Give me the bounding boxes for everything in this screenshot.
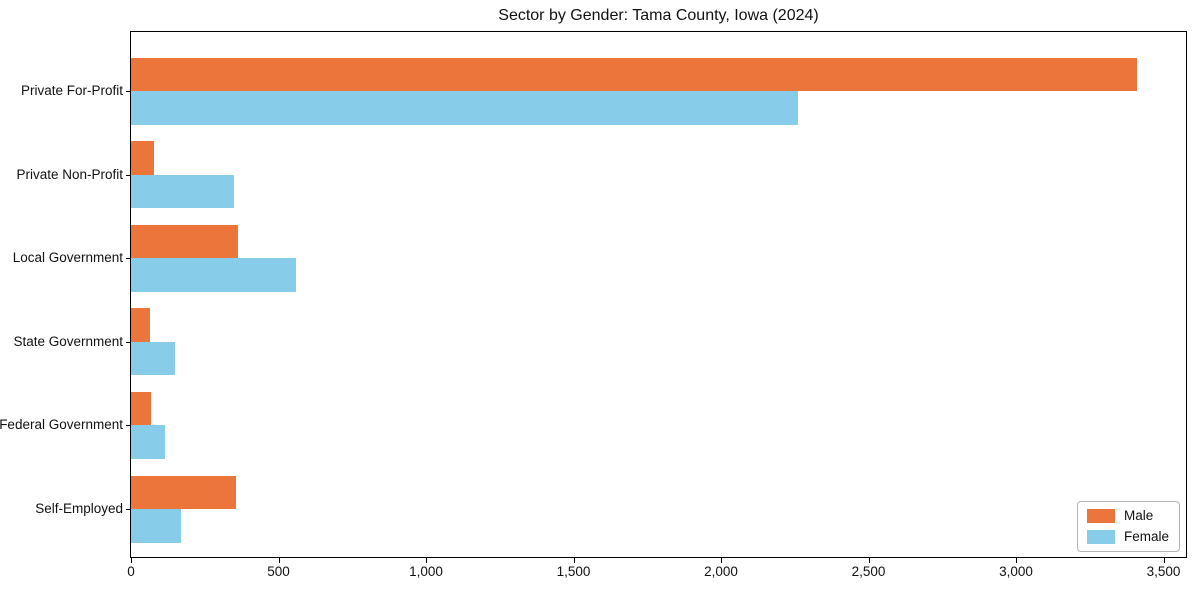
x-tick-label: 3,500 bbox=[1146, 564, 1181, 579]
y-tick bbox=[126, 174, 131, 176]
bar-female-1 bbox=[131, 91, 799, 125]
legend-item-female: Female bbox=[1086, 529, 1169, 545]
y-tick bbox=[126, 425, 131, 427]
legend-label: Male bbox=[1123, 508, 1154, 523]
bar-female-3 bbox=[131, 258, 296, 292]
y-tick bbox=[126, 341, 131, 343]
legend-label: Female bbox=[1123, 529, 1169, 544]
bar-male-2 bbox=[131, 141, 155, 175]
x-tick bbox=[131, 558, 132, 563]
bar-male-3 bbox=[131, 224, 238, 259]
x-tick-label: 1,500 bbox=[556, 564, 591, 579]
plot-area: Private For-Profit Private Non-Profit Loca… bbox=[0, 31, 1187, 579]
chart-title: Sector by Gender: Tama County, Iowa (202… bbox=[498, 7, 819, 24]
x-tick-label: 500 bbox=[267, 564, 290, 579]
bar-female-5 bbox=[131, 425, 166, 459]
x-tick bbox=[278, 558, 280, 563]
x-tick-label: 0 bbox=[127, 564, 135, 579]
x-tick bbox=[426, 558, 427, 563]
legend-swatch-male bbox=[1086, 509, 1115, 523]
x-tick bbox=[1163, 558, 1165, 563]
bar-male-1 bbox=[131, 57, 1137, 91]
bar-male-6 bbox=[131, 475, 236, 509]
x-tick bbox=[573, 558, 575, 563]
y-tick bbox=[126, 258, 131, 260]
legend: Male Female bbox=[1076, 501, 1180, 552]
y-tick-label: Federal Government bbox=[0, 417, 123, 433]
x-tick bbox=[721, 558, 722, 563]
y-tick-label: Private Non-Profit bbox=[16, 166, 123, 182]
y-tick bbox=[126, 509, 131, 510]
y-tick-label: Private For-Profit bbox=[20, 83, 123, 98]
x-tick bbox=[868, 558, 870, 563]
bar-female-6 bbox=[131, 509, 181, 543]
x-tick-label: 3,000 bbox=[999, 564, 1033, 579]
x-tick bbox=[1016, 558, 1017, 563]
legend-swatch-female bbox=[1086, 530, 1115, 544]
bar-male-5 bbox=[131, 391, 152, 426]
x-tick-label: 2,000 bbox=[704, 564, 738, 579]
x-tick-label: 1,000 bbox=[409, 564, 443, 579]
x-tick-label: 2,500 bbox=[851, 564, 886, 579]
bar-female-4 bbox=[131, 341, 176, 376]
y-tick-label: Local Government bbox=[12, 250, 123, 266]
y-tick bbox=[126, 91, 131, 92]
y-tick-label: Self-Employed bbox=[35, 501, 123, 516]
legend-item-male: Male bbox=[1086, 508, 1169, 524]
y-tick-label: State Government bbox=[13, 333, 123, 349]
bar-male-4 bbox=[131, 308, 150, 342]
bar-female-2 bbox=[131, 174, 235, 209]
